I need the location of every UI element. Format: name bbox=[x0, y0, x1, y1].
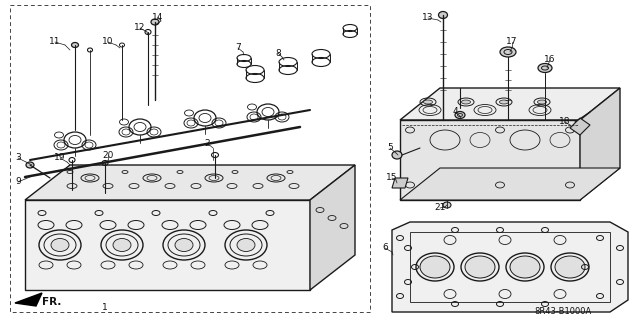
Ellipse shape bbox=[420, 256, 450, 278]
Text: 21: 21 bbox=[435, 204, 445, 212]
Ellipse shape bbox=[538, 100, 547, 104]
Ellipse shape bbox=[424, 100, 433, 104]
Text: 8: 8 bbox=[275, 48, 281, 57]
Polygon shape bbox=[310, 165, 355, 290]
Polygon shape bbox=[400, 120, 580, 200]
Ellipse shape bbox=[443, 202, 451, 208]
Text: 11: 11 bbox=[49, 38, 61, 47]
Ellipse shape bbox=[237, 239, 255, 251]
Text: 12: 12 bbox=[134, 24, 146, 33]
Text: 6: 6 bbox=[382, 243, 388, 253]
Ellipse shape bbox=[51, 239, 69, 251]
Ellipse shape bbox=[175, 239, 193, 251]
Text: 13: 13 bbox=[422, 13, 434, 23]
Ellipse shape bbox=[455, 112, 465, 118]
Text: 4: 4 bbox=[452, 108, 458, 116]
Ellipse shape bbox=[72, 42, 79, 48]
Polygon shape bbox=[392, 222, 628, 312]
Ellipse shape bbox=[26, 162, 34, 168]
Polygon shape bbox=[25, 200, 310, 290]
Text: 10: 10 bbox=[102, 38, 114, 47]
Ellipse shape bbox=[438, 11, 447, 19]
Polygon shape bbox=[570, 118, 590, 135]
Ellipse shape bbox=[151, 19, 159, 25]
Text: 16: 16 bbox=[544, 56, 556, 64]
Polygon shape bbox=[400, 88, 620, 120]
Text: 20: 20 bbox=[102, 151, 114, 160]
Polygon shape bbox=[392, 178, 408, 188]
Text: 15: 15 bbox=[387, 174, 397, 182]
Polygon shape bbox=[25, 165, 355, 200]
Text: 2: 2 bbox=[204, 138, 210, 147]
Text: 7: 7 bbox=[235, 43, 241, 53]
Ellipse shape bbox=[461, 100, 470, 104]
Ellipse shape bbox=[555, 256, 585, 278]
Ellipse shape bbox=[500, 47, 516, 57]
Text: 19: 19 bbox=[54, 153, 66, 162]
Ellipse shape bbox=[465, 256, 495, 278]
Text: 8R43-B1000A: 8R43-B1000A bbox=[534, 307, 591, 315]
Text: 1: 1 bbox=[102, 303, 108, 313]
Ellipse shape bbox=[392, 151, 402, 159]
Ellipse shape bbox=[538, 63, 552, 72]
Text: FR.: FR. bbox=[42, 297, 61, 307]
Text: 18: 18 bbox=[559, 117, 571, 127]
Ellipse shape bbox=[113, 239, 131, 251]
Text: 17: 17 bbox=[506, 38, 518, 47]
Polygon shape bbox=[15, 293, 42, 306]
Text: 5: 5 bbox=[387, 144, 393, 152]
Text: 3: 3 bbox=[15, 153, 21, 162]
Text: 14: 14 bbox=[152, 12, 164, 21]
Ellipse shape bbox=[510, 256, 540, 278]
Polygon shape bbox=[400, 168, 620, 200]
Polygon shape bbox=[580, 88, 620, 200]
Ellipse shape bbox=[499, 100, 509, 104]
Text: 9: 9 bbox=[15, 177, 21, 187]
